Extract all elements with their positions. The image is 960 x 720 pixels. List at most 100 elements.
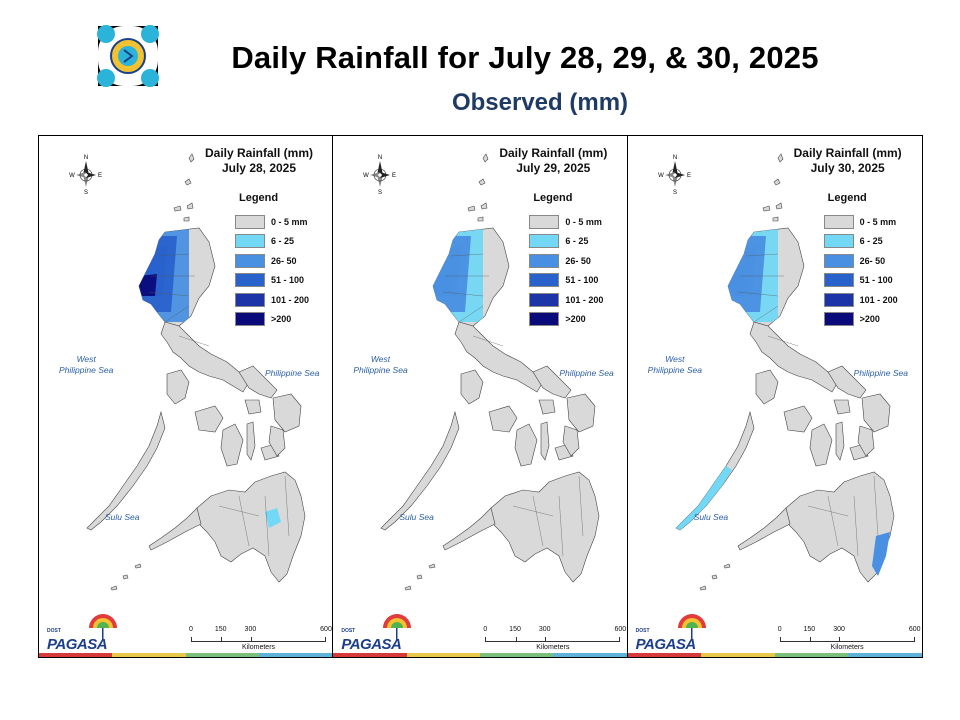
legend-item: 101 - 200 [823, 290, 898, 310]
scale-tick-label: 600 [614, 626, 627, 633]
page-title: Daily Rainfall for July 28, 29, & 30, 20… [231, 40, 819, 75]
brand-stripe [627, 653, 922, 657]
philippines-map [675, 153, 894, 591]
mindoro [461, 369, 484, 405]
mindanao-rainfall-patch [265, 508, 281, 528]
legend-label: 6 - 25 [859, 236, 883, 247]
batanes-islands [773, 153, 784, 210]
panel-title-line1: Daily Rainfall (mm) [793, 146, 902, 160]
sulu-archipelago [110, 563, 142, 591]
leyte [563, 425, 580, 457]
bicol-peninsula [532, 365, 572, 399]
svg-text:S: S [84, 190, 88, 196]
panay [488, 405, 518, 433]
negros [515, 423, 538, 467]
panel-date: July 29, 2025 [516, 161, 591, 175]
southern-luzon [749, 321, 839, 393]
philippines-map [380, 153, 600, 591]
legend-item: 0 - 5 mm [235, 212, 309, 232]
mindoro [755, 369, 778, 405]
province-boundaries [737, 253, 878, 557]
scale-tick-label: 300 [833, 626, 845, 633]
scale-tick-label: 0 [189, 626, 193, 633]
pagasa-brand: DOST PAGASA The Weather and Climate Auth… [337, 614, 412, 657]
masbate [244, 399, 262, 415]
brand-stripe [333, 653, 627, 657]
legend-item: 26- 50 [235, 251, 309, 271]
panel-title-line1: Daily Rainfall (mm) [499, 146, 608, 160]
scale-unit: Kilometers [241, 644, 276, 651]
svg-text:N: N [378, 155, 382, 161]
legend-label: 0 - 5 mm [859, 216, 897, 227]
leyte [268, 425, 286, 457]
legend-label: 0 - 5 mm [565, 216, 602, 227]
west-philippine-sea-label: West Philippine Sea [59, 354, 114, 375]
north-arrow-icon: N S W E [363, 155, 396, 196]
rainfall-map-panel-1: N S W E Daily Rainfall (mm) July 28, 202… [39, 136, 334, 657]
leyte [857, 425, 874, 457]
legend-swatch [235, 273, 265, 288]
legend-label: 6 - 25 [271, 236, 295, 247]
legend-label: 101 - 200 [859, 294, 898, 305]
legend-item: 0 - 5 mm [823, 212, 898, 232]
legend-item: 26- 50 [823, 251, 898, 271]
legend-swatch [529, 273, 560, 288]
scale-bar: 0 150 300 600 Kilometers [189, 626, 332, 651]
scale-unit: Kilometers [536, 644, 570, 651]
rainfall-map-panel-3: N S W E Daily Rainfall (mm) July 30, 202… [627, 136, 922, 657]
legend-label: 0 - 5 mm [271, 216, 308, 227]
legend-label: >200 [565, 314, 586, 325]
scale-tick-label: 150 [509, 626, 521, 633]
southern-luzon [160, 321, 250, 393]
cebu [541, 421, 550, 461]
negros [809, 423, 832, 467]
luzon-rainfall-overlay [139, 228, 189, 322]
scale-unit: Kilometers [830, 644, 864, 651]
svg-text:S: S [673, 190, 677, 196]
svg-text:W: W [69, 173, 75, 179]
dost-label: DOST [47, 628, 61, 634]
dost-label: DOST [341, 628, 356, 634]
pagasa-wordmark: PAGASA [341, 636, 402, 653]
philippine-sea-label: Philippine Sea [265, 368, 320, 378]
svg-text:W: W [363, 173, 369, 179]
legend-title: Legend [827, 192, 867, 204]
sulu-archipelago [404, 563, 436, 591]
legend-label: 101 - 200 [271, 294, 310, 305]
legend-item: 101 - 200 [529, 290, 603, 310]
panel-title: Daily Rainfall (mm) July 29, 2025 [483, 146, 623, 176]
batanes-islands [184, 153, 195, 210]
scale-bar: 0 150 300 600 Kilometers [483, 626, 626, 651]
scale-tick-label: 0 [483, 626, 488, 633]
legend: Legend 0 - 5 mm 6 - 25 26- 50 51 - 100 101 -… [823, 192, 898, 329]
legend-swatch [823, 234, 854, 249]
scale-tick-label: 300 [538, 626, 551, 633]
legend-item: 51 - 100 [529, 271, 603, 291]
legend-label: 6 - 25 [565, 236, 589, 247]
babuyan-islands [762, 205, 778, 222]
west-philippine-sea-label: West Philippine Sea [353, 354, 408, 375]
province-boundaries [148, 253, 290, 557]
philippine-sea-label: Philippine Sea [853, 368, 909, 378]
legend-swatch [235, 292, 265, 307]
scale-tick-label: 0 [777, 626, 782, 633]
panay [194, 405, 224, 433]
pagasa-wordmark: PAGASA [635, 636, 697, 653]
brand-stripe [39, 653, 333, 657]
palawan [86, 410, 166, 531]
legend-label: 51 - 100 [859, 275, 893, 286]
svg-text:N: N [672, 155, 676, 161]
legend-swatch [823, 312, 854, 327]
legend-item: 6 - 25 [529, 232, 603, 252]
pagasa-wordmark: PAGASA [47, 636, 108, 653]
luzon-rainfall-overlay [433, 228, 484, 322]
philippine-sea-label: Philippine Sea [559, 368, 614, 378]
legend-swatch [529, 214, 560, 229]
legend-item: 26- 50 [529, 251, 603, 271]
pagasa-logo [96, 24, 160, 88]
scale-tick-label: 600 [320, 626, 332, 633]
palawan-rainfall-patch [675, 466, 732, 530]
sulu-archipelago [699, 563, 731, 591]
samar [272, 393, 302, 433]
legend-swatch [823, 292, 854, 307]
